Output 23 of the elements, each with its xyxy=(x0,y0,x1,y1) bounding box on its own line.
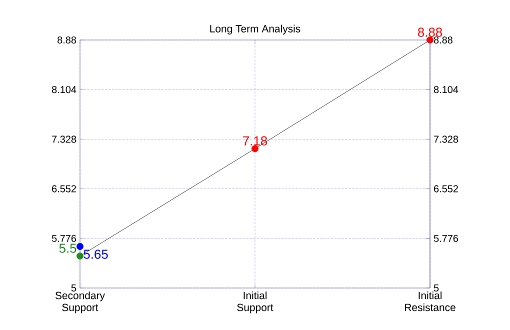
point xyxy=(76,252,84,260)
x-tick-label: Initial Resistance xyxy=(404,292,456,312)
y2-tick-label: 6.552 xyxy=(434,185,458,192)
x-tick-label: Initial Support xyxy=(237,292,274,314)
y2-tick-label: 8.88 xyxy=(434,36,452,44)
y-tick-label: 5.776 xyxy=(52,234,76,242)
y-tick-label: 8.88 xyxy=(58,36,76,44)
chart-title: Long Term Analysis xyxy=(210,24,300,34)
point xyxy=(252,145,259,152)
y2-tick-label: 7.328 xyxy=(434,136,458,143)
y2-tick-label: 5.776 xyxy=(434,234,458,242)
data-label: 7.18 xyxy=(243,136,268,146)
x-tick-label: Secondary Support xyxy=(55,292,105,314)
y-tick-label: 7.328 xyxy=(52,136,76,143)
point xyxy=(76,242,84,250)
data-label: 5.5 xyxy=(59,244,76,253)
data-label: 8.88 xyxy=(418,28,442,37)
y2-tick-label: 8.104 xyxy=(434,86,458,94)
data-label: 5.65 xyxy=(84,250,108,259)
y-tick-label: 5 xyxy=(71,284,76,292)
y-tick-label: 6.552 xyxy=(52,185,76,192)
y-tick-label: 8.104 xyxy=(52,86,76,94)
y2-tick-label: 5 xyxy=(434,284,439,292)
